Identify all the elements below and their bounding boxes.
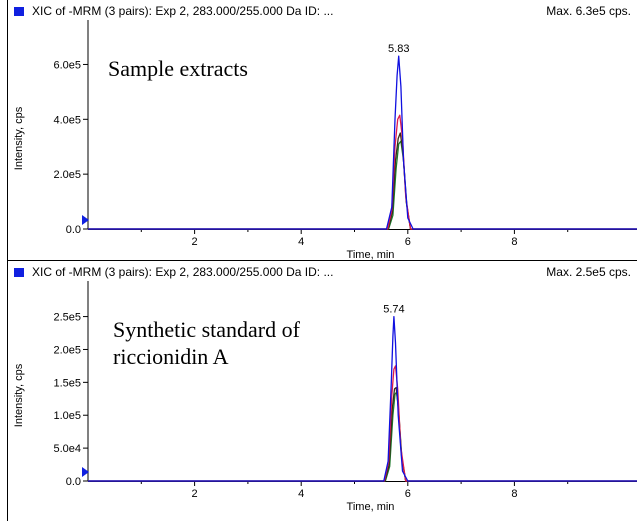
legend-square-icon[interactable] [14, 268, 24, 277]
y-axis-label: Intensity, cps [13, 106, 25, 170]
y-tick-label: 5.0e4 [53, 443, 81, 455]
y-tick-label: 0.0 [66, 476, 81, 488]
annotation-line: Sample extracts [108, 56, 248, 81]
chromatogram-plot[interactable]: 0.0 2.0e5 4.0e5 6.0e5 2 4 6 8 Time, min Intensity… [0, 0, 637, 260]
series-line-dark [88, 132, 637, 230]
x-axis-label: Time, min [347, 249, 395, 260]
panel-header: XIC of -MRM (3 pairs): Exp 2, 283.000/25… [0, 0, 637, 20]
series-line-red [88, 365, 637, 482]
panel-annotation: Synthetic standard of riccionidin A [113, 316, 300, 370]
x-axis-label: Time, min [347, 501, 395, 513]
x-tick-label: 6 [405, 488, 411, 500]
series-line-blue [88, 55, 637, 230]
baseline-marker-icon[interactable] [82, 467, 89, 477]
panel-annotation: Sample extracts [108, 55, 248, 82]
y-tick-label: 2.5e5 [53, 312, 81, 324]
y-axis-label: Intensity, cps [13, 363, 25, 427]
series-line-blue [88, 315, 637, 482]
series-line-red [88, 114, 637, 230]
annotation-line: Synthetic standard of [113, 317, 300, 342]
max-intensity-label: Max. 2.5e5 cps. [546, 265, 631, 279]
y-tick-label: 2.0e5 [53, 169, 81, 181]
x-tick-label: 2 [192, 236, 198, 248]
panel-header: XIC of -MRM (3 pairs): Exp 2, 283.000/25… [0, 261, 637, 281]
legend-square-icon[interactable] [14, 7, 24, 16]
peak-label: 5.74 [383, 304, 404, 316]
x-tick-label: 2 [192, 488, 198, 500]
series-line-dark [88, 386, 637, 482]
chromatogram-plot[interactable]: 0.0 5.0e4 1.0e5 1.5e5 2.0e5 2.5e5 2 4 6 8 Time, mi… [0, 261, 637, 521]
x-tick-label: 8 [511, 488, 517, 500]
peak-label: 5.83 [388, 43, 409, 55]
baseline-marker-icon[interactable] [82, 215, 89, 225]
series-line-green [88, 140, 637, 230]
panel-divider [7, 260, 637, 261]
annotation-line: riccionidin A [113, 344, 229, 369]
series-line-green [88, 391, 637, 482]
xic-header-title: XIC of -MRM (3 pairs): Exp 2, 283.000/25… [32, 4, 334, 18]
x-tick-label: 4 [298, 236, 304, 248]
chromatogram-panel-sample: XIC of -MRM (3 pairs): Exp 2, 283.000/25… [0, 0, 637, 260]
y-tick-label: 2.0e5 [53, 344, 81, 356]
max-intensity-label: Max. 6.3e5 cps. [546, 4, 631, 18]
y-tick-label: 0.0 [66, 224, 81, 236]
x-tick-label: 6 [405, 236, 411, 248]
x-tick-label: 8 [511, 236, 517, 248]
xic-header-title: XIC of -MRM (3 pairs): Exp 2, 283.000/25… [32, 265, 334, 279]
y-tick-label: 1.0e5 [53, 410, 81, 422]
y-tick-label: 6.0e5 [53, 59, 81, 71]
y-tick-label: 1.5e5 [53, 377, 81, 389]
x-tick-label: 4 [298, 488, 304, 500]
y-tick-label: 4.0e5 [53, 114, 81, 126]
chromatogram-panel-standard: XIC of -MRM (3 pairs): Exp 2, 283.000/25… [0, 261, 637, 521]
